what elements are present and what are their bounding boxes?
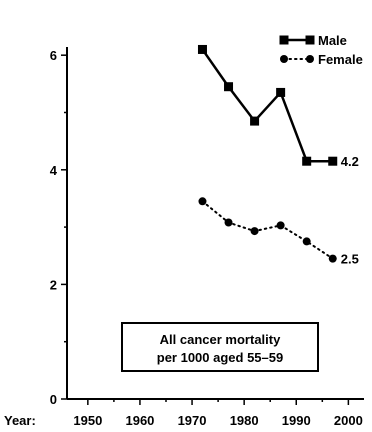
point-male-1977 (224, 82, 234, 92)
legend: Male Female (279, 33, 363, 67)
series-line-male (201, 48, 333, 163)
y-ticks: 0 2 4 6 (50, 48, 67, 407)
end-label-male: 4.2 (341, 154, 359, 169)
x-tick-label-2000: 2000 (334, 413, 363, 428)
y-tick-label-0: 0 (50, 392, 57, 407)
annotation-box: All cancer mortality per 1000 aged 55–59 (121, 322, 319, 372)
annotation-frame (121, 322, 319, 372)
y-tick-label-2: 2 (50, 277, 57, 292)
x-tick-label-1970: 1970 (178, 413, 207, 428)
series-line-female (201, 200, 334, 260)
x-tick-label-1990: 1990 (282, 413, 311, 428)
legend-marker-female-0 (280, 55, 288, 63)
point-male-1972 (197, 44, 207, 54)
end-label-female: 2.5 (341, 252, 359, 267)
y-tick-label-6: 6 (50, 48, 57, 63)
point-female-1997 (328, 254, 337, 263)
y-tick-label-4: 4 (50, 163, 58, 178)
axes (66, 47, 364, 400)
x-axis-prefix: Year: (4, 413, 36, 428)
series: 4.2 2.5 (197, 44, 359, 267)
point-male-1992 (302, 156, 312, 166)
x-tick-label-1980: 1980 (230, 413, 259, 428)
point-female-1987 (276, 221, 285, 230)
x-tick-label-1950: 1950 (73, 413, 102, 428)
x-ticks: Year: 1950 1960 1970 1980 1990 2000 (4, 399, 363, 428)
legend-label-male: Male (318, 33, 347, 48)
legend-marker-female-1 (306, 55, 314, 63)
point-female-1972 (198, 197, 207, 206)
annotation-line-2: per 1000 aged 55–59 (157, 350, 283, 365)
legend-marker-male-0 (279, 35, 289, 45)
point-male-1982 (250, 116, 260, 126)
legend-marker-male-1 (305, 35, 315, 45)
point-female-1982 (250, 227, 259, 236)
x-tick-label-1960: 1960 (125, 413, 154, 428)
point-female-1992 (302, 237, 311, 246)
annotation-line-1: All cancer mortality (160, 332, 281, 347)
legend-label-female: Female (318, 52, 363, 67)
point-male-1987 (276, 87, 286, 97)
point-female-1977 (224, 218, 233, 227)
point-male-1997 (328, 156, 338, 166)
